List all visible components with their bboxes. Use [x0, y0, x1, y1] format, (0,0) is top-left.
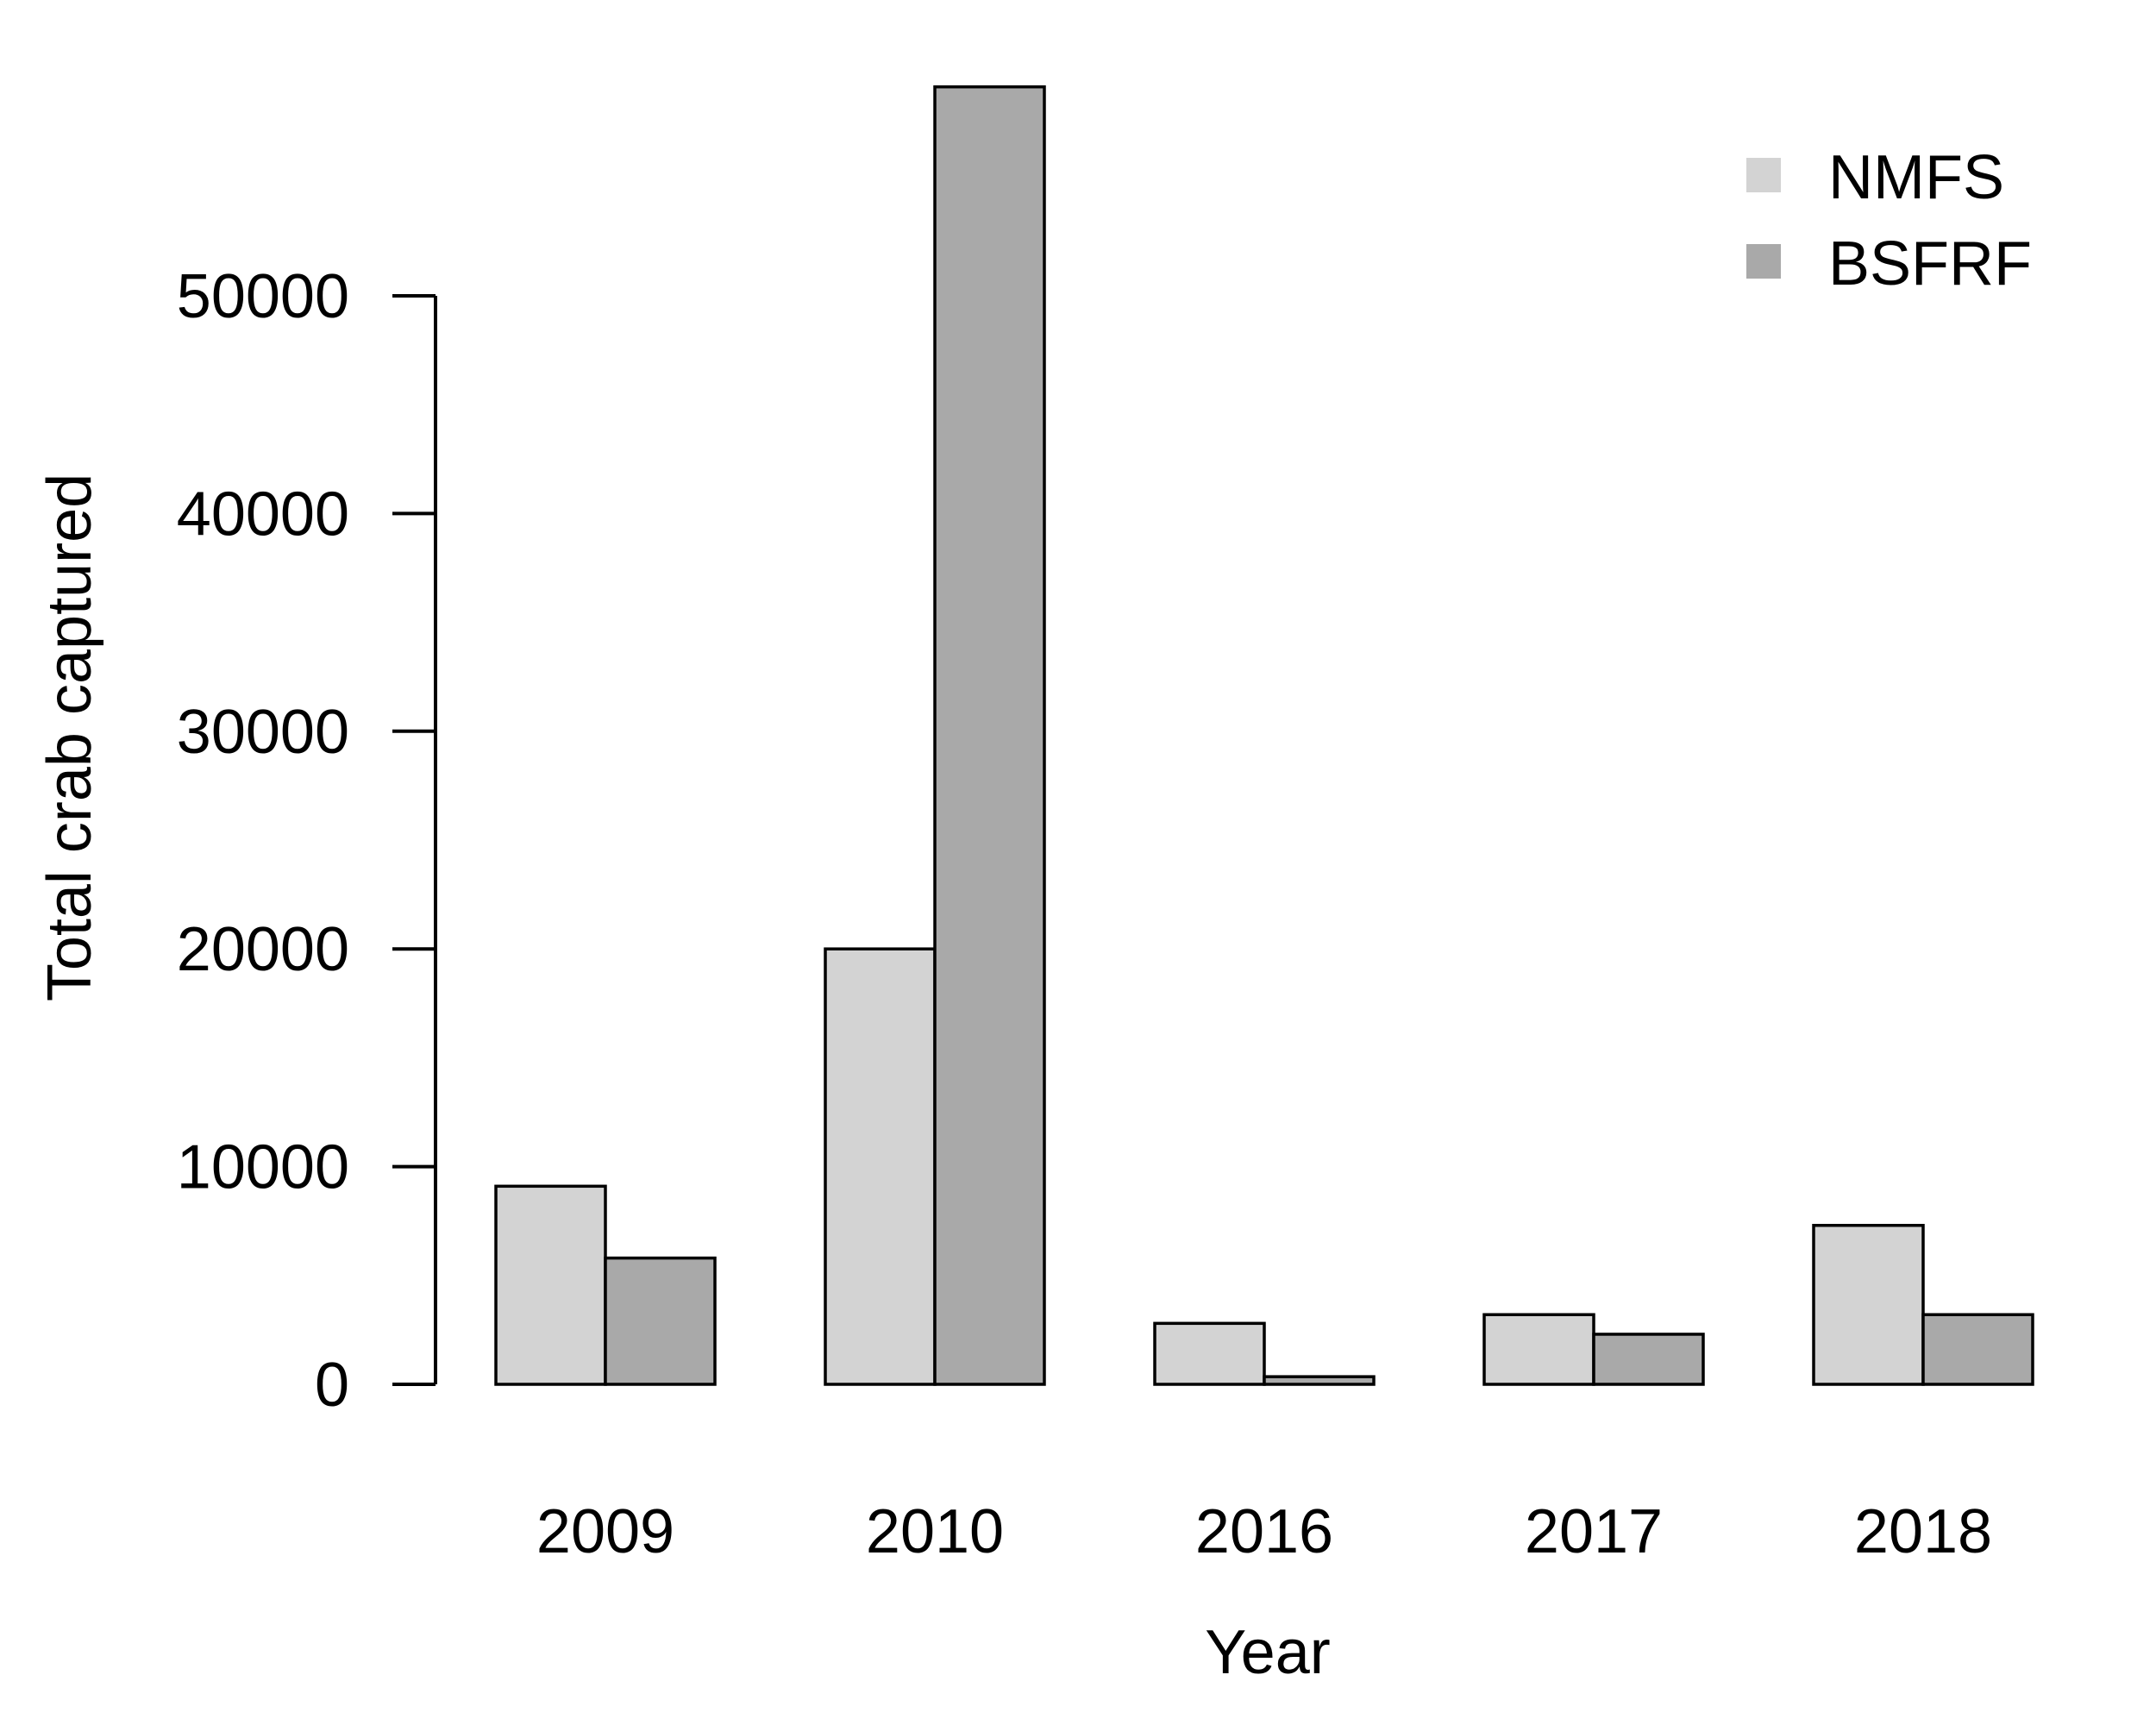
x-axis-labels: 2009 2010 2016 2017 2018 — [536, 1497, 1992, 1566]
x-axis-title: Year — [1205, 1618, 1330, 1687]
bar-nmfs-2016 — [1153, 1321, 1266, 1386]
bar-nmfs-2018 — [1812, 1223, 1925, 1386]
x-tick-label: 2018 — [1854, 1497, 1992, 1566]
x-tick-label: 2017 — [1525, 1497, 1663, 1566]
legend: NMFS BSFRF — [1746, 143, 2032, 298]
y-tick-label: 10000 — [177, 1133, 349, 1202]
legend-label-bsfrf: BSFRF — [1828, 229, 2032, 298]
legend-swatch-bsfrf — [1746, 244, 1781, 279]
bar-bsfrf-2016 — [1263, 1375, 1376, 1386]
y-tick-label: 40000 — [177, 480, 349, 549]
x-tick-label: 2016 — [1195, 1497, 1333, 1566]
y-tick-label: 50000 — [177, 262, 349, 331]
y-tick-label: 0 — [315, 1351, 349, 1420]
bar-bsfrf-2017 — [1592, 1333, 1705, 1386]
y-axis-title: Total crab captured — [35, 474, 104, 1001]
legend-label-nmfs: NMFS — [1828, 143, 2004, 212]
x-tick-label: 2009 — [536, 1497, 674, 1566]
bar-nmfs-2017 — [1482, 1313, 1595, 1386]
y-axis: 0 10000 20000 30000 40000 50000 — [177, 262, 437, 1420]
legend-swatch-nmfs — [1746, 158, 1781, 192]
bar-nmfs-2010 — [824, 947, 937, 1386]
bar-bsfrf-2009 — [604, 1256, 717, 1386]
y-tick-label: 20000 — [177, 915, 349, 984]
bar-nmfs-2009 — [494, 1184, 607, 1386]
y-tick-label: 30000 — [177, 698, 349, 767]
x-tick-label: 2010 — [866, 1497, 1004, 1566]
bar-groups — [494, 85, 2034, 1386]
bar-bsfrf-2018 — [1921, 1313, 2034, 1386]
bar-bsfrf-2010 — [933, 85, 1046, 1386]
